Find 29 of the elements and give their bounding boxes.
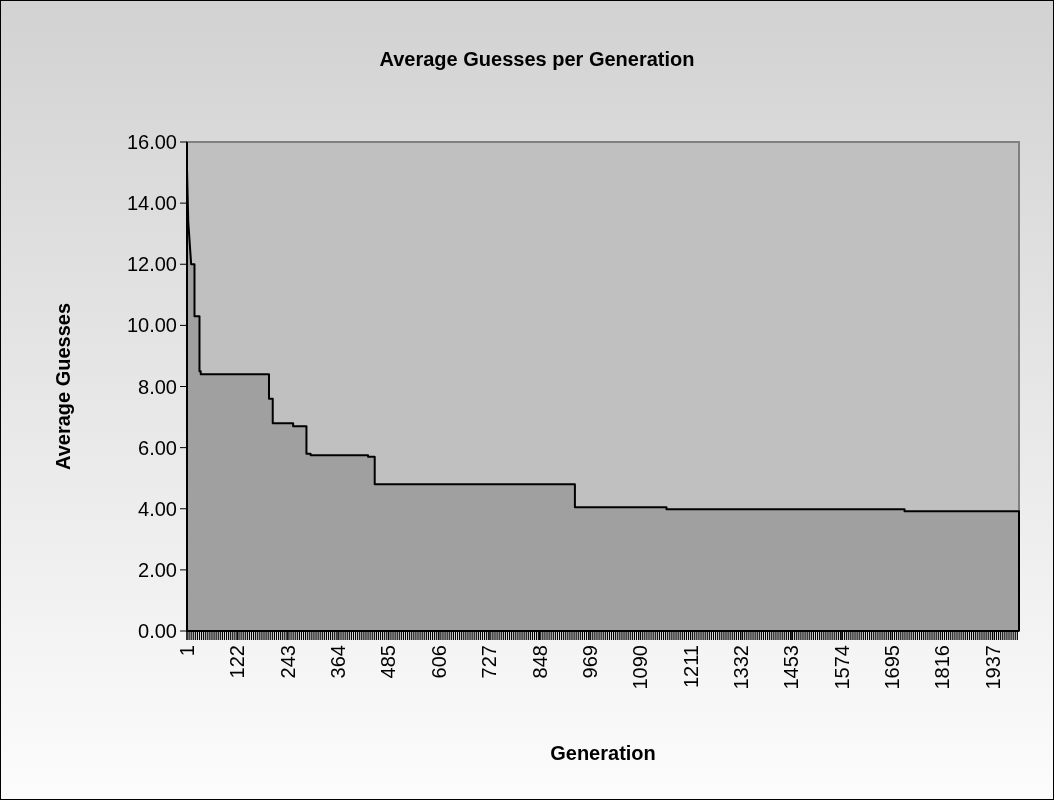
x-tick-label: 1453 bbox=[780, 645, 803, 690]
y-tick-label: 12.00 bbox=[126, 253, 177, 276]
x-tick-label: 1937 bbox=[981, 645, 1004, 690]
y-tick-label: 16.00 bbox=[126, 131, 177, 153]
x-tick-label: 606 bbox=[427, 645, 450, 679]
x-tick-label: 485 bbox=[377, 645, 400, 679]
y-tick-label: 8.00 bbox=[138, 375, 177, 398]
x-tick-label: 969 bbox=[578, 645, 601, 679]
x-tick-label: 1211 bbox=[679, 645, 702, 689]
x-tick-label: 122 bbox=[226, 645, 249, 679]
x-tick-label: 1574 bbox=[830, 645, 853, 690]
y-tick-label: 2.00 bbox=[138, 558, 177, 581]
x-tick-label: 1 bbox=[176, 645, 198, 657]
x-tick-label: 848 bbox=[528, 645, 551, 679]
chart-title: Average Guesses per Generation bbox=[379, 48, 695, 70]
x-tick-label: 727 bbox=[478, 645, 501, 679]
x-tick-label: 364 bbox=[327, 645, 350, 679]
y-axis-title: Average Guesses bbox=[52, 302, 74, 471]
x-tick-label: 1090 bbox=[629, 645, 652, 690]
y-tick-label: 0.00 bbox=[138, 620, 177, 642]
y-tick-label: 4.00 bbox=[138, 497, 177, 520]
x-tick-label: 243 bbox=[276, 645, 299, 679]
x-axis-title: Generation bbox=[550, 742, 656, 764]
x-tick-label: 1695 bbox=[881, 645, 904, 690]
x-tick-label: 1816 bbox=[931, 645, 954, 690]
y-tick-label: 10.00 bbox=[126, 314, 177, 337]
x-tick-label: 1332 bbox=[729, 645, 752, 690]
y-tick-label: 6.00 bbox=[138, 436, 177, 459]
y-tick-label: 14.00 bbox=[126, 192, 177, 215]
